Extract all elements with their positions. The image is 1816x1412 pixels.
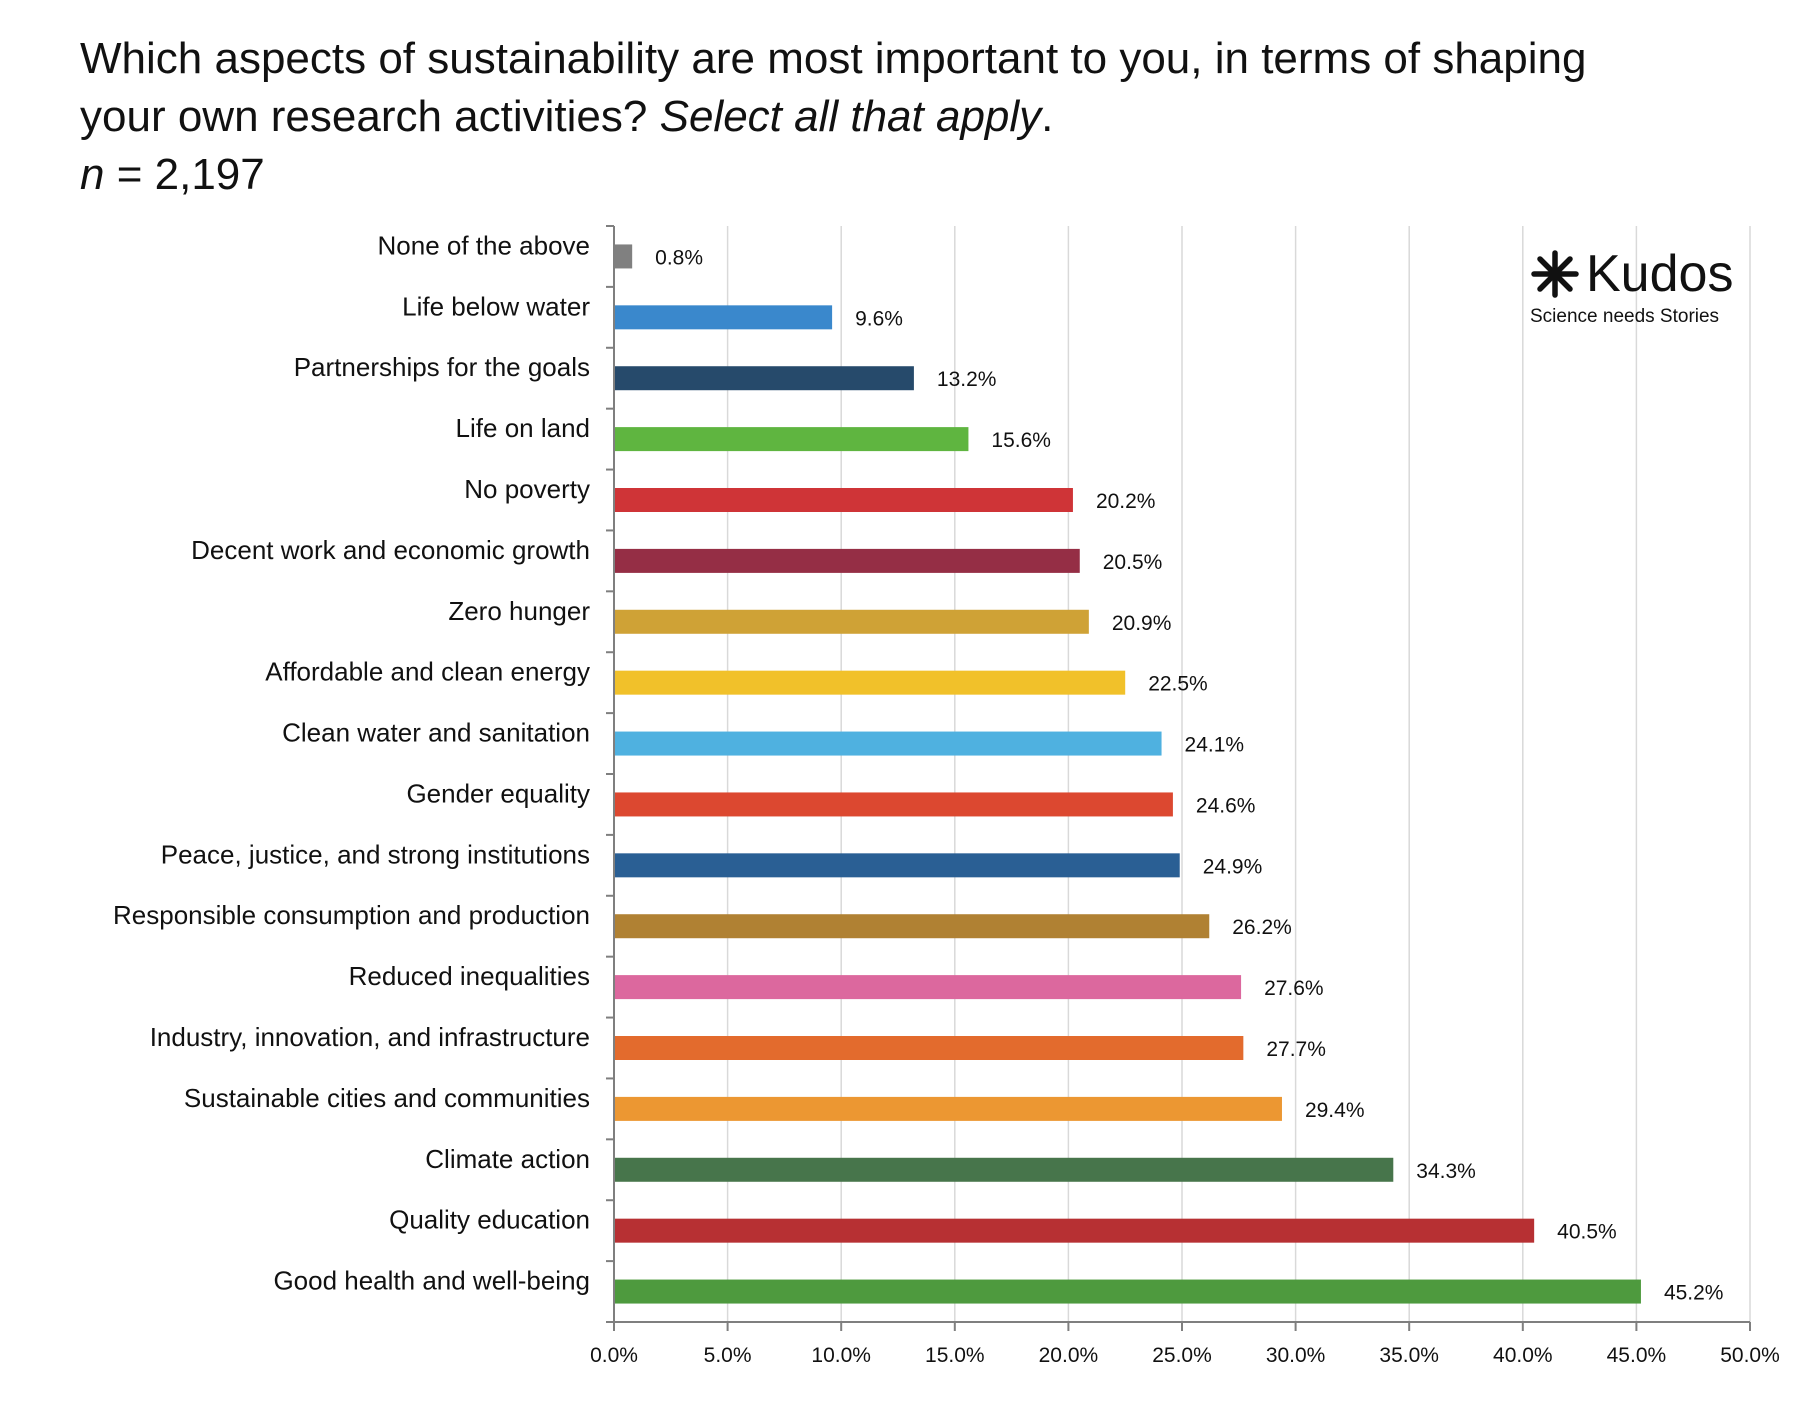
x-tick-label: 20.0% <box>1039 1344 1099 1367</box>
bar <box>614 548 1080 573</box>
title-line-2-italic: Select all that apply <box>659 92 1042 141</box>
category-label: No poverty <box>464 474 590 504</box>
value-label: 26.2% <box>1232 916 1292 939</box>
value-label: 24.1% <box>1185 734 1245 757</box>
title-line-2-text: your own research activities? <box>80 92 660 141</box>
bar <box>614 975 1242 1000</box>
bar <box>614 792 1173 817</box>
x-tick-label: 0.0% <box>590 1344 638 1367</box>
bar <box>614 1218 1535 1243</box>
x-tick-label: 25.0% <box>1152 1344 1212 1367</box>
x-tick-label: 10.0% <box>811 1344 871 1367</box>
title-line-2-end: . <box>1041 92 1054 141</box>
axes <box>606 225 1751 1331</box>
value-label: 40.5% <box>1557 1221 1617 1244</box>
value-label: 0.8% <box>655 246 703 269</box>
value-label: 9.6% <box>855 307 903 330</box>
category-label: Responsible consumption and production <box>113 900 590 930</box>
sample-size-symbol: n <box>80 150 105 199</box>
bar <box>614 1036 1244 1060</box>
bar <box>614 731 1162 756</box>
kudos-logo: Kudos Science needs Stories <box>1530 246 1760 328</box>
bar <box>614 1157 1394 1182</box>
category-label: Partnerships for the goals <box>294 352 590 382</box>
title-line-2: your own research activities? Select all… <box>80 88 1800 146</box>
bar <box>614 305 833 330</box>
chart-title: Which aspects of sustainability are most… <box>80 30 1800 204</box>
category-label: Quality education <box>389 1205 590 1235</box>
category-label: Industry, innovation, and infrastructure <box>150 1022 590 1052</box>
x-tick-label: 15.0% <box>925 1344 985 1367</box>
category-label: Good health and well-being <box>273 1266 590 1296</box>
value-label: 29.4% <box>1305 1099 1365 1122</box>
value-label: 15.6% <box>991 429 1051 452</box>
x-tick-label: 5.0% <box>704 1344 752 1367</box>
asterisk-icon <box>1531 250 1579 298</box>
category-label: Climate action <box>425 1144 590 1174</box>
value-label: 45.2% <box>1664 1282 1724 1305</box>
bar <box>614 1279 1641 1304</box>
bar <box>614 366 914 391</box>
value-label: 27.7% <box>1266 1038 1326 1061</box>
category-label: Clean water and sanitation <box>282 718 590 748</box>
category-label: Affordable and clean energy <box>265 657 590 687</box>
category-label: Decent work and economic growth <box>191 535 590 565</box>
x-tick-label: 45.0% <box>1607 1344 1667 1367</box>
category-label: Gender equality <box>406 778 590 808</box>
x-tick-label: 50.0% <box>1720 1344 1780 1367</box>
category-label: Life on land <box>456 413 590 443</box>
value-label: 20.5% <box>1103 551 1163 574</box>
x-tick-label: 35.0% <box>1379 1344 1439 1367</box>
category-label: Peace, justice, and strong institutions <box>161 839 590 869</box>
bar <box>614 488 1073 512</box>
value-label: 24.9% <box>1203 855 1263 878</box>
bar <box>614 1096 1282 1121</box>
value-label: 20.9% <box>1112 612 1172 635</box>
logo-brand-text: Kudos <box>1586 245 1734 303</box>
sample-size-value: = 2,197 <box>104 150 265 199</box>
x-tick-label: 30.0% <box>1266 1344 1326 1367</box>
labels: 0.0% 5.0% 10.0% 15.0% 20.0% 25.0% 30.0% 35.0% 40… <box>113 230 1780 1367</box>
category-label: Life below water <box>402 291 590 321</box>
bar <box>614 427 969 452</box>
category-label: Sustainable cities and communities <box>184 1083 590 1113</box>
category-label: Zero hunger <box>448 596 590 626</box>
title-line-1: Which aspects of sustainability are most… <box>80 34 1587 83</box>
bar <box>614 244 633 269</box>
value-label: 13.2% <box>937 368 997 391</box>
bar <box>614 670 1126 695</box>
value-label: 20.2% <box>1096 490 1156 513</box>
category-label: Reduced inequalities <box>349 961 590 991</box>
category-label: None of the above <box>378 230 591 260</box>
sample-size: n = 2,197 <box>80 146 1800 204</box>
value-label: 24.6% <box>1196 794 1256 817</box>
bars <box>614 244 1641 1304</box>
bar <box>614 853 1180 878</box>
value-label: 22.5% <box>1148 673 1208 696</box>
logo-tagline: Science needs Stories <box>1530 306 1720 327</box>
x-tick-label: 40.0% <box>1493 1344 1553 1367</box>
bar <box>614 609 1089 634</box>
value-label: 34.3% <box>1416 1160 1476 1183</box>
logo-brand: Kudos <box>1530 246 1760 302</box>
bar <box>614 914 1210 939</box>
value-label: 27.6% <box>1264 977 1324 1000</box>
gridlines <box>726 226 1751 1322</box>
